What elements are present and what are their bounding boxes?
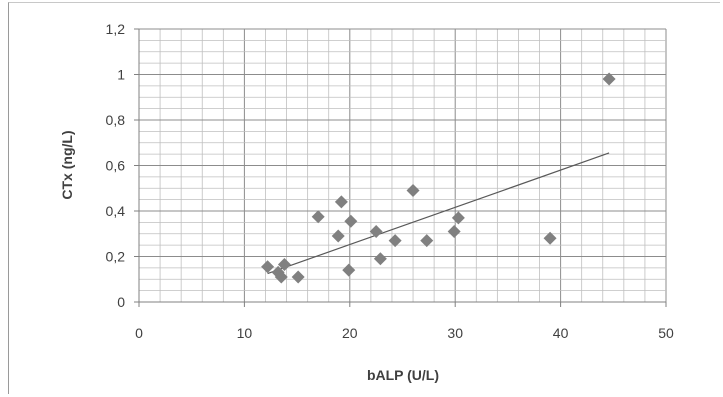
axes (134, 28, 667, 307)
y-tick-label: 1,2 (106, 21, 126, 37)
data-point (334, 195, 348, 209)
x-tick-label: 0 (135, 325, 143, 341)
grid-lines (138, 28, 667, 303)
data-point (406, 184, 420, 198)
y-tick-label: 0,2 (106, 249, 126, 265)
data-point (344, 214, 358, 228)
data-point (388, 234, 402, 248)
data-point (274, 270, 288, 284)
data-point (543, 231, 557, 245)
x-tick-labels: 0 10 20 30 40 50 (135, 325, 674, 341)
data-point (373, 252, 387, 266)
data-point (331, 229, 345, 243)
y-tick-label: 1 (117, 67, 125, 83)
data-point (261, 260, 275, 274)
data-points (261, 72, 616, 284)
trendline (267, 152, 610, 275)
y-axis-title: CTx (ng/L) (59, 130, 75, 199)
y-tick-labels: 0 0,2 0,4 0,6 0,8 1 1,2 (106, 21, 126, 310)
y-tick-label: 0,4 (106, 203, 126, 219)
y-tick-label: 0 (117, 294, 125, 310)
y-tick-label: 0,8 (106, 112, 126, 128)
data-point (277, 257, 291, 271)
data-point (311, 210, 325, 224)
data-point (342, 263, 356, 277)
data-point (602, 72, 616, 86)
y-tick-label: 0,6 (106, 158, 126, 174)
x-axis-title: bALP (U/L) (367, 367, 439, 383)
data-point (451, 211, 465, 225)
x-tick-label: 50 (658, 325, 674, 341)
data-point (447, 224, 461, 238)
x-tick-label: 40 (553, 325, 569, 341)
data-point (420, 234, 434, 248)
x-tick-label: 30 (447, 325, 463, 341)
data-point (291, 270, 305, 284)
trendline-layer (267, 152, 610, 275)
chart-frame (8, 2, 720, 394)
data-point (369, 224, 383, 238)
x-tick-label: 10 (237, 325, 253, 341)
x-tick-label: 20 (342, 325, 358, 341)
